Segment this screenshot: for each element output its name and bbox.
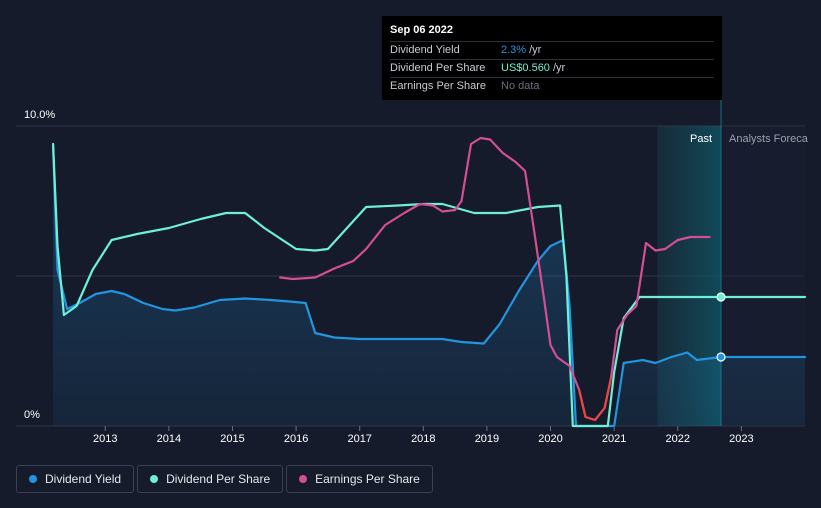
x-axis: 2013 2014 2015 2016 2017 2018 2019 2020 2021 2022… [93, 426, 754, 445]
series-line [52, 142, 807, 428]
tooltip-label: Dividend Per Share [390, 62, 486, 74]
x-tick-label: 2014 [157, 433, 181, 445]
series-line-negative-segment [578, 376, 613, 422]
x-tick-label: 2017 [347, 433, 371, 445]
tooltip: Sep 06 2022 Dividend Yield 2.3% /yr Divi… [382, 16, 722, 100]
legend-item-dividend-yield[interactable]: Dividend Yield [16, 465, 135, 493]
legend-label: Earnings Per Share [315, 472, 420, 486]
x-tick-label: 2018 [411, 433, 435, 445]
x-tick-label: 2019 [475, 433, 499, 445]
series-dividend-yield [52, 145, 807, 428]
series-line [52, 145, 807, 428]
series-area [53, 147, 806, 426]
tooltip-label: Earnings Per Share [390, 80, 486, 92]
legend-item-dividend-per-share[interactable]: Dividend Per Share [137, 465, 284, 493]
legend-label: Dividend Per Share [166, 472, 271, 486]
marker-dot [716, 292, 726, 302]
series-dividend-per-share [52, 142, 807, 428]
y-tick-label: 0% [24, 409, 40, 421]
series-earnings-per-share [279, 136, 711, 422]
tooltip-value: No data [501, 80, 540, 92]
legend-item-earnings-per-share[interactable]: Earnings Per Share [286, 465, 433, 493]
tooltip-unit: /yr [529, 44, 542, 56]
tooltip-value: 2.3% [501, 44, 527, 56]
x-tick-label: 2021 [602, 433, 626, 445]
y-tick-label: 10.0% [24, 109, 55, 121]
tooltip-date: Sep 06 2022 [390, 24, 453, 36]
marker-dot [716, 352, 726, 362]
legend: Dividend Yield Dividend Per Share Earnin… [16, 465, 433, 493]
marker-layer [716, 292, 726, 362]
legend-label: Dividend Yield [45, 472, 122, 486]
x-tick-label: 2020 [538, 433, 562, 445]
past-label: Past [690, 133, 712, 145]
tooltip-row-dividend-yield: Dividend Yield 2.3% /yr [390, 41, 714, 59]
legend-dot-icon [299, 475, 308, 483]
x-tick-label: 2013 [93, 433, 117, 445]
x-tick-label: 2015 [220, 433, 244, 445]
tooltip-unit: /yr [552, 62, 566, 74]
legend-dot-icon [150, 475, 159, 483]
tooltip-value: US$0.560 [501, 62, 550, 74]
x-tick-label: 2016 [284, 433, 308, 445]
tooltip-row-earnings-per-share: Earnings Per Share No data [390, 77, 714, 95]
legend-dot-icon [29, 475, 37, 483]
x-tick-label: 2023 [729, 433, 753, 445]
series-line [279, 136, 711, 422]
forecast-label: Analysts Foreca [729, 133, 809, 145]
x-tick-label: 2022 [666, 433, 690, 445]
tooltip-label: Dividend Yield [390, 44, 460, 56]
series-layer [52, 136, 807, 428]
tooltip-row-dividend-per-share: Dividend Per Share US$0.560 /yr [390, 59, 714, 77]
